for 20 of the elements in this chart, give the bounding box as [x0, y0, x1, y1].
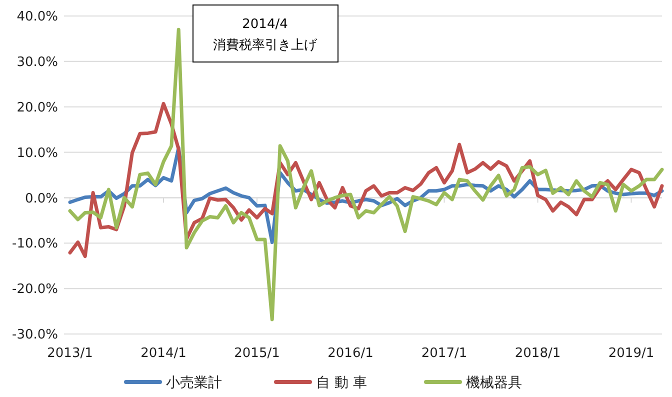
x-tick-label: 2013/1: [47, 346, 93, 361]
annotation: 2014/4 消費税率引き上げ: [213, 17, 318, 53]
y-tick-label: -10.0%: [12, 236, 58, 252]
legend-label: 小売業計: [166, 374, 222, 391]
y-tick-label: 10.0%: [16, 146, 58, 161]
y-tick-label: 40.0%: [16, 10, 58, 25]
legend-label: 機械器具: [466, 374, 522, 391]
x-tick-label: 2017/1: [421, 346, 468, 361]
x-tick-label: 2015/1: [234, 346, 280, 361]
line-series: [68, 28, 664, 322]
y-tick-label: -20.0%: [12, 282, 58, 298]
legend-label: 自 動 車: [316, 374, 367, 391]
y-tick-label: -30.0%: [12, 328, 58, 343]
y-tick-label: 0.0%: [24, 191, 58, 206]
x-tick-label: 2019/1: [608, 346, 654, 361]
y-tick-label: 30.0%: [16, 54, 58, 70]
x-tick-label: 2014/1: [140, 346, 186, 361]
x-tick-label: 2016/1: [328, 346, 374, 361]
y-tick-label: 20.0%: [16, 100, 58, 116]
x-tick-label: 2018/1: [514, 346, 561, 361]
